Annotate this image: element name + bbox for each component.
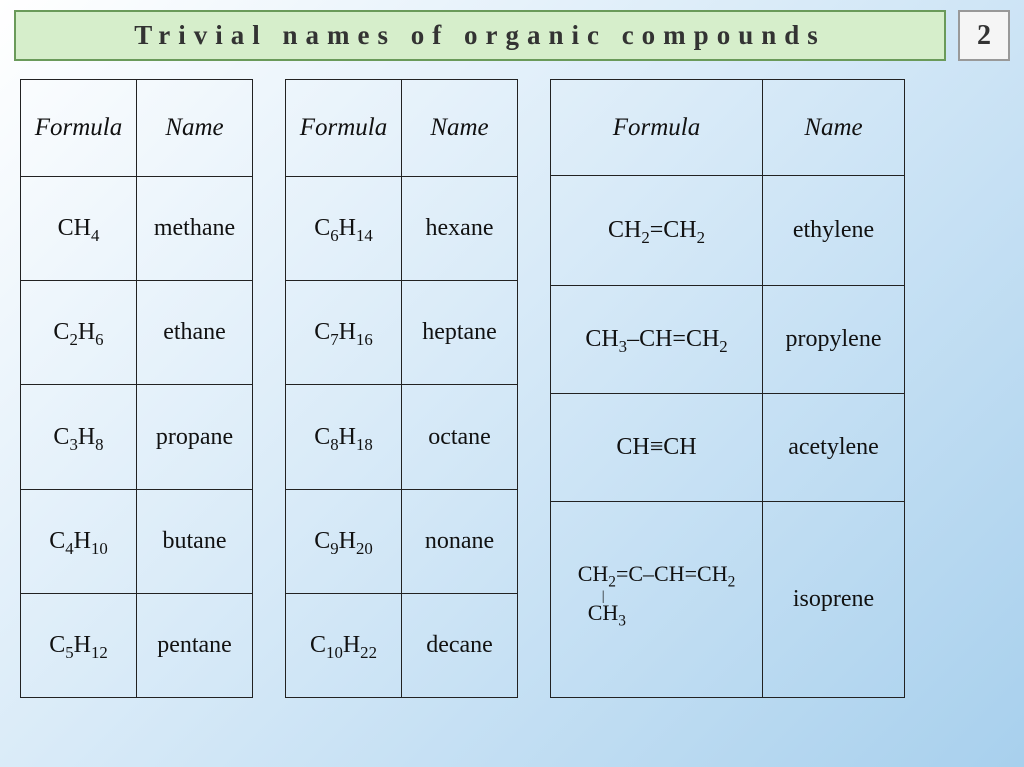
cell-formula: C5H12 (21, 593, 137, 697)
page-number-badge: 2 (958, 10, 1010, 61)
cell-name: butane (137, 489, 253, 593)
cell-name: methane (137, 177, 253, 281)
table-row: C4H10butane (21, 489, 253, 593)
cell-formula: C7H16 (286, 281, 402, 385)
table-header-name: Name (137, 80, 253, 177)
table-row: CH≡CHacetylene (551, 394, 905, 502)
cell-formula: C8H18 (286, 385, 402, 489)
compounds-table-2: Formula Name C6H14hexane C7H16heptane C8… (285, 79, 518, 698)
cell-name: pentane (137, 593, 253, 697)
cell-formula: CH≡CH (551, 394, 763, 502)
cell-name: hexane (402, 177, 518, 281)
cell-name: propylene (763, 286, 905, 394)
table-row: C8H18octane (286, 385, 518, 489)
table-header-formula: Formula (286, 80, 402, 177)
cell-formula: C4H10 (21, 489, 137, 593)
cell-name: heptane (402, 281, 518, 385)
cell-name: ethane (137, 281, 253, 385)
table-header-name: Name (402, 80, 518, 177)
cell-name: nonane (402, 489, 518, 593)
table-row: CH2=CH2ethylene (551, 176, 905, 286)
table-header-formula: Formula (21, 80, 137, 177)
table-header-formula: Formula (551, 80, 763, 176)
table-row: C5H12pentane (21, 593, 253, 697)
table-row: CH2=C–CH=CH2|CH3isoprene (551, 502, 905, 698)
cell-formula: C3H8 (21, 385, 137, 489)
cell-formula: CH2=C–CH=CH2|CH3 (551, 502, 763, 698)
cell-formula: CH4 (21, 177, 137, 281)
table-row: C6H14hexane (286, 177, 518, 281)
cell-name: octane (402, 385, 518, 489)
cell-name: acetylene (763, 394, 905, 502)
cell-formula: C9H20 (286, 489, 402, 593)
cell-formula: CH2=CH2 (551, 176, 763, 286)
table-row: CH4methane (21, 177, 253, 281)
cell-formula: C2H6 (21, 281, 137, 385)
cell-name: ethylene (763, 176, 905, 286)
page-title: Trivial names of organic compounds (14, 10, 946, 61)
table-header-name: Name (763, 80, 905, 176)
cell-name: propane (137, 385, 253, 489)
cell-name: decane (402, 593, 518, 697)
cell-formula: CH3–CH=CH2 (551, 286, 763, 394)
compounds-table-3: Formula Name CH2=CH2ethylene CH3–CH=CH2p… (550, 79, 905, 698)
cell-formula: C6H14 (286, 177, 402, 281)
cell-formula: C10H22 (286, 593, 402, 697)
table-row: C7H16heptane (286, 281, 518, 385)
table-row: C2H6ethane (21, 281, 253, 385)
cell-name: isoprene (763, 502, 905, 698)
table-row: C3H8propane (21, 385, 253, 489)
table-row: CH3–CH=CH2propylene (551, 286, 905, 394)
compounds-table-1: Formula Name CH4methane C2H6ethane C3H8p… (20, 79, 253, 698)
table-row: C10H22decane (286, 593, 518, 697)
table-row: C9H20nonane (286, 489, 518, 593)
